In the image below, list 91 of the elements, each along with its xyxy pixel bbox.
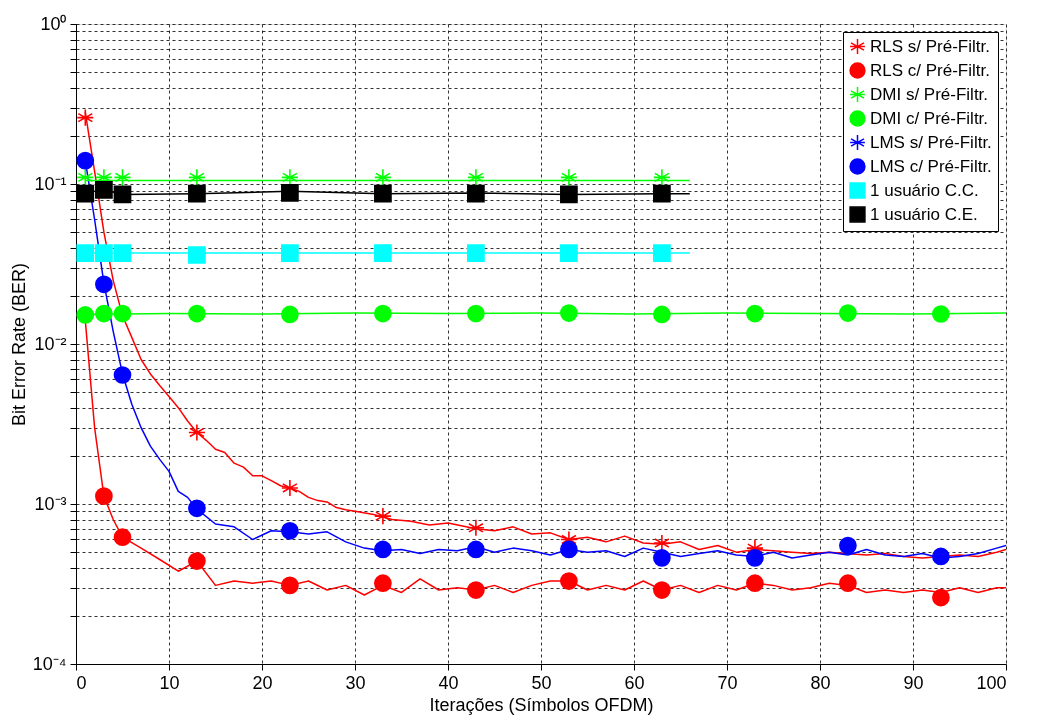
legend-label: LMS s/ Pré-Filtr. [870,132,992,152]
x-tick-label: 90 [903,672,924,693]
point [188,246,206,264]
point [653,244,671,262]
legend-label: 1 usuário C.E. [870,204,978,224]
point [95,244,113,262]
point [839,574,857,593]
point [467,540,485,559]
point [281,184,299,202]
point [188,304,206,323]
point [95,180,113,199]
point [76,168,95,187]
point [560,304,578,322]
point [374,168,392,187]
point [653,581,671,599]
point [839,536,857,555]
point [653,534,671,552]
point [95,275,113,294]
point [839,304,857,322]
point [188,552,206,570]
y-tick-label: 10⁻¹ [34,173,67,194]
legend-label: RLS c/ Pré-Filtr. [870,60,990,80]
point [76,306,95,324]
point [281,479,299,497]
legend-label: 1 usuário C.C. [870,180,979,200]
legend-label: DMI c/ Pré-Filtr. [870,108,989,128]
point [932,588,950,607]
x-tick-label: 30 [345,672,366,693]
point [746,574,764,593]
point [113,185,132,204]
point [76,151,95,170]
point [281,244,299,262]
x-tick-label: 50 [531,672,552,693]
point [188,423,206,442]
point [113,304,132,323]
point [653,305,671,324]
point [653,549,671,567]
x-tick-label: 40 [438,672,459,693]
point [467,184,485,203]
point [467,518,485,537]
point [374,184,392,203]
point [374,244,392,262]
point [932,547,950,566]
point [374,507,392,525]
x-tick-label: 80 [810,672,831,693]
point [281,521,299,540]
point [560,540,578,559]
point [467,304,485,323]
point [560,185,578,204]
point [374,574,392,593]
point [113,168,132,187]
point [560,244,578,262]
point [113,244,132,262]
x-tick-label: 0 [76,672,87,693]
y-tick-label: 10⁻² [34,333,67,354]
point [113,366,132,384]
y-axis-title: Bit Error Rate (BER) [8,262,29,427]
legend-label: DMI s/ Pré-Filtr. [870,84,989,104]
point [76,244,95,262]
point [188,184,206,203]
point [653,184,671,203]
y-tick-label: 10⁰ [40,13,67,34]
point [560,168,578,187]
legend-label: RLS s/ Pré-Filtr. [870,36,990,56]
x-axis-title: Iterações (Símbolos OFDM) [429,694,654,715]
point [467,244,485,262]
point [76,184,95,203]
point [188,499,206,518]
point [95,304,113,323]
point [281,576,299,595]
point [113,528,132,547]
x-tick-label: 70 [717,672,738,693]
point [374,304,392,323]
legend-label: LMS c/ Pré-Filtr. [870,156,992,176]
point [467,168,485,187]
point [560,572,578,590]
x-tick-label: 100 [976,672,1007,693]
point [746,304,764,323]
x-tick-label: 10 [159,672,180,693]
y-tick-label: 10⁻⁴ [32,653,67,674]
point [746,549,764,567]
y-tick-label: 10⁻³ [34,493,67,514]
point [932,305,950,323]
point [95,487,113,505]
point [188,168,206,187]
point [653,168,671,187]
point [467,581,485,599]
point [281,305,299,324]
x-tick-label: 20 [252,672,273,693]
point [374,540,392,559]
x-tick-label: 60 [624,672,645,693]
